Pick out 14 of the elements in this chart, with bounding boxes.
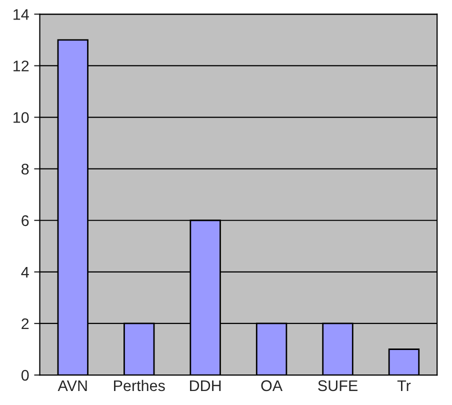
y-tick-label: 4 bbox=[21, 266, 29, 278]
x-tick-label: OA bbox=[261, 380, 283, 392]
x-tick-label: AVN bbox=[58, 380, 87, 391]
y-tick-label: 8 bbox=[22, 164, 29, 175]
x-tick-label: DDH bbox=[190, 380, 221, 391]
y-tick-label: 0 bbox=[21, 370, 29, 381]
y-tick-label: 12 bbox=[14, 60, 29, 72]
y-tick-label: 14 bbox=[14, 9, 29, 20]
y-tick-label: 10 bbox=[14, 112, 29, 123]
x-tick-label: Tr bbox=[397, 380, 411, 391]
y-tick-label: 6 bbox=[22, 215, 29, 226]
x-tick-label: SUFE bbox=[318, 380, 358, 392]
x-tick-label: Perthes bbox=[114, 380, 165, 392]
y-tick-label: 2 bbox=[22, 318, 29, 330]
